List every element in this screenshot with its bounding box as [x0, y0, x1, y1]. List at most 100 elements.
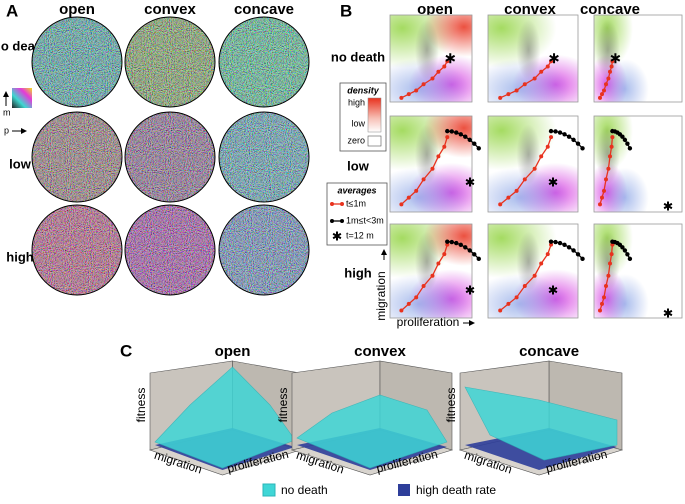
legend-label: low [351, 118, 365, 128]
legend-dot [340, 219, 344, 223]
trajectory-point [609, 144, 614, 149]
trajectory-point [557, 130, 563, 135]
density-map [594, 15, 682, 102]
trajectory-point [414, 88, 419, 93]
trajectory-point [539, 261, 544, 266]
trajectory-point [571, 248, 576, 253]
cell-outline [124, 111, 216, 203]
trajectory-point [436, 154, 441, 159]
axis-label: fitness [444, 388, 458, 423]
trajectory-point [522, 177, 527, 182]
legend-dot [340, 202, 344, 206]
trajectory-point [608, 154, 612, 159]
trajectory-point [406, 92, 411, 97]
row-label: low [9, 156, 32, 171]
surface-no-death [154, 366, 296, 469]
trajectory-point [399, 95, 404, 100]
cell-frame [389, 115, 473, 213]
trajectory-point [514, 188, 519, 193]
trajectory-point [506, 195, 511, 200]
legend-label: zero [347, 135, 365, 145]
trajectory-point [414, 295, 419, 300]
trajectory-point [458, 242, 463, 248]
trajectory-point [442, 144, 447, 149]
trajectory-point [562, 132, 567, 137]
density-blue [488, 167, 570, 212]
legend-swatch [398, 484, 410, 496]
density-map [488, 15, 578, 102]
trajectory-point [442, 252, 447, 257]
trajectory-point [604, 177, 608, 182]
density-zero [367, 135, 382, 147]
trajectory-point [522, 82, 527, 87]
trajectory-point [532, 76, 537, 81]
trajectory-point [602, 88, 606, 93]
column-header: convex [144, 1, 196, 18]
density-map [390, 116, 472, 212]
column-header: convex [504, 1, 556, 18]
trajectory-point [506, 301, 511, 306]
trajectory-point [548, 128, 554, 134]
trajectory-point [463, 245, 468, 250]
trajectory-point [548, 239, 554, 244]
cell-noise [219, 205, 309, 295]
cell-frame [593, 14, 683, 103]
column-header: open [59, 1, 95, 18]
density-gray [595, 231, 620, 292]
trajectory-point [566, 134, 572, 139]
legend-swatch [262, 483, 276, 497]
trajectory-point [445, 135, 450, 140]
asterisk [548, 285, 558, 295]
density-gray [595, 124, 620, 185]
legend-box [326, 182, 388, 246]
trajectory-point [604, 82, 608, 87]
trajectory-point [458, 132, 463, 137]
legend-label: no death [281, 483, 328, 497]
trajectory-point [606, 166, 611, 171]
trajectory-point [506, 92, 511, 97]
trajectory-point [472, 141, 477, 146]
cell-outline [218, 204, 310, 296]
trajectory-point [406, 301, 411, 306]
trajectory-point [498, 202, 503, 207]
trajectory-point [430, 166, 435, 171]
asterisk [465, 177, 475, 187]
trajectory-point [600, 92, 604, 97]
trajectory-point [608, 69, 612, 74]
trajectory-point [436, 261, 441, 266]
column-header: concave [580, 1, 640, 18]
trajectory-point [609, 252, 614, 257]
legend-label: high [348, 97, 365, 107]
axis-label: migration [374, 271, 388, 320]
trajectory-point [580, 146, 585, 151]
cell-frame [487, 223, 579, 319]
trajectory-point [622, 248, 628, 253]
trajectory-point [602, 295, 606, 300]
plot-title: convex [354, 343, 406, 360]
trajectory-point [514, 88, 519, 93]
trajectory-point [449, 129, 454, 134]
legend-dot [330, 202, 334, 206]
trajectory-point [442, 64, 447, 69]
legend-label: high death rate [416, 483, 496, 497]
plot-title: open [215, 343, 251, 360]
trajectory-point [522, 284, 527, 289]
trajectory-point [620, 134, 625, 139]
legend-label: t=12 m [346, 230, 374, 240]
trajectory-point [575, 141, 581, 146]
trajectory-point [454, 130, 459, 135]
density-gray [516, 19, 541, 80]
trajectory-point [545, 64, 550, 69]
trajectory-point [399, 308, 404, 313]
cell-frame [389, 223, 473, 319]
trajectory-point [598, 95, 602, 100]
density-map [390, 15, 472, 102]
density-gray [414, 19, 439, 80]
cell-outline [124, 204, 216, 296]
trajectory-point [539, 69, 544, 74]
trajectory-point [622, 137, 628, 143]
cell-frame [487, 14, 579, 103]
axis-label: fitness [276, 388, 290, 423]
trajectory-point [627, 146, 633, 151]
trajectory-point [539, 154, 544, 159]
